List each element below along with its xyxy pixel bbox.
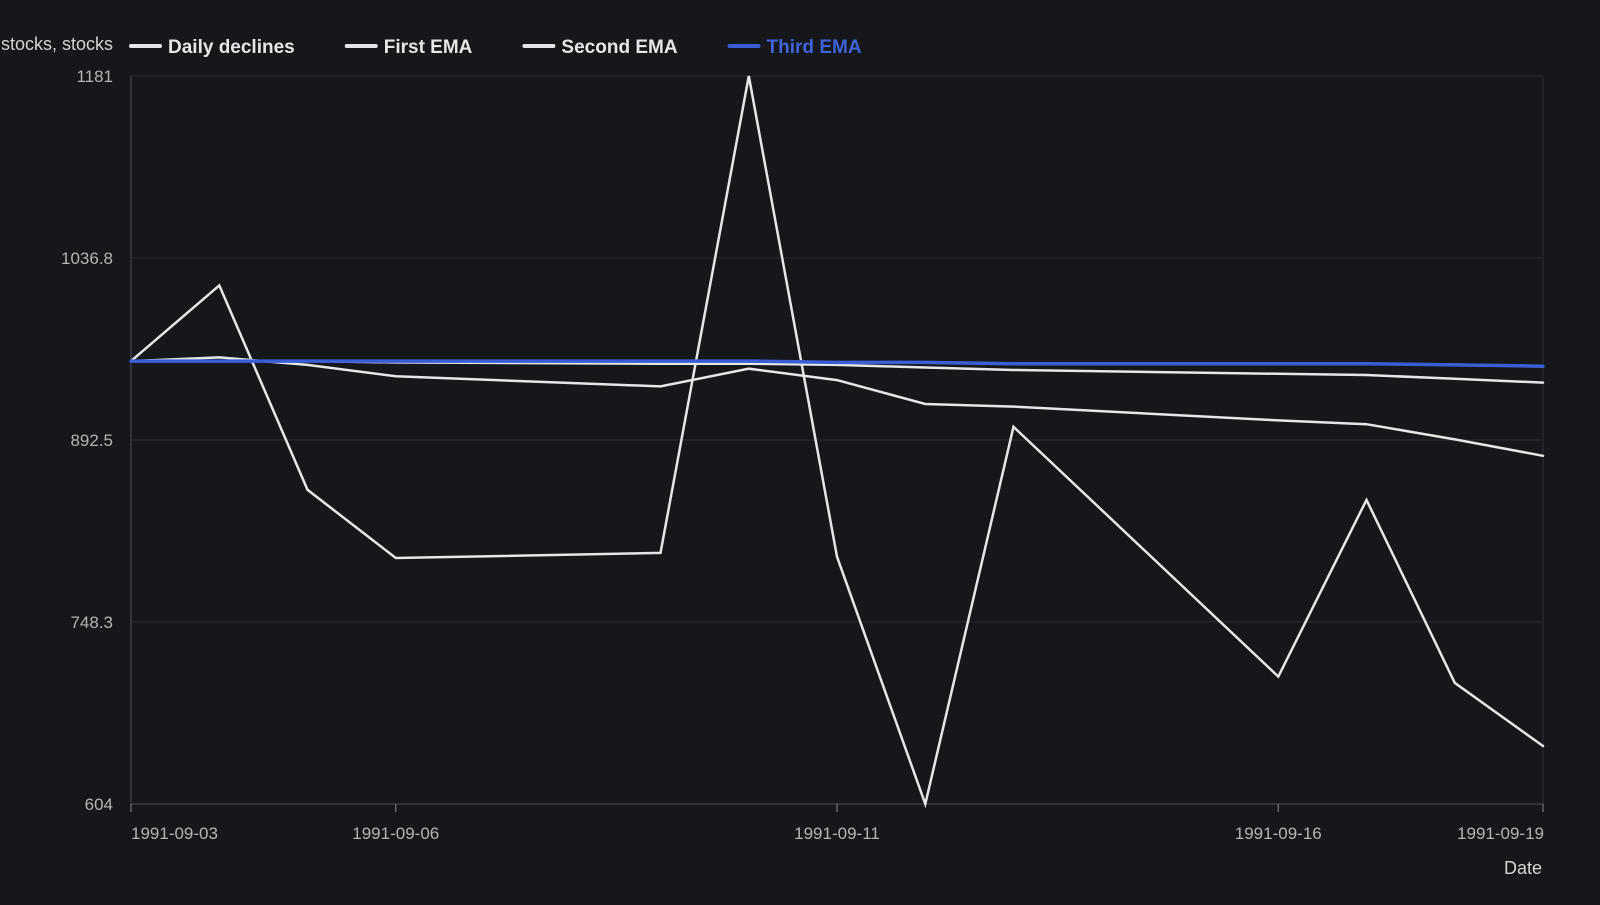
legend-label: Second EMA <box>561 37 677 58</box>
legend-label: Third EMA <box>767 37 862 58</box>
legend-label: Daily declines <box>168 37 295 58</box>
y-axis-label: stocks, stocks <box>1 34 113 54</box>
x-tick-label: 1991-09-19 <box>1457 824 1544 843</box>
series-line-third-ema <box>129 359 1545 368</box>
x-tick-label: 1991-09-06 <box>352 824 439 843</box>
x-tick-label: 1991-09-16 <box>1235 824 1322 843</box>
legend-item[interactable]: First EMA <box>344 37 473 58</box>
y-tick-label: 604 <box>85 795 113 814</box>
axes: 604 748.3 892.5 1036.8 1181 1991-09-03 1991-09… <box>61 67 1544 843</box>
grid <box>131 75 1544 805</box>
x-axis-label: Date <box>1504 858 1542 878</box>
legend-item[interactable]: Daily declines <box>129 37 295 58</box>
legend-item[interactable]: Second EMA <box>522 37 678 58</box>
legend-item[interactable]: Third EMA <box>727 37 862 58</box>
series-line-first-ema <box>129 356 1545 458</box>
series-line-daily-declines <box>129 75 1545 809</box>
legend-label: First EMA <box>384 37 473 58</box>
x-tick-label: 1991-09-11 <box>794 824 880 843</box>
y-tick-label: 1181 <box>76 67 113 86</box>
y-tick-label: 892.5 <box>70 431 113 450</box>
x-tick-label: 1991-09-03 <box>131 824 218 843</box>
series-lines <box>129 75 1545 809</box>
legend[interactable]: Daily declines First EMA Second EMA Third E… <box>129 37 862 58</box>
y-tick-label: 1036.8 <box>61 249 113 268</box>
y-tick-label: 748.3 <box>70 613 113 632</box>
